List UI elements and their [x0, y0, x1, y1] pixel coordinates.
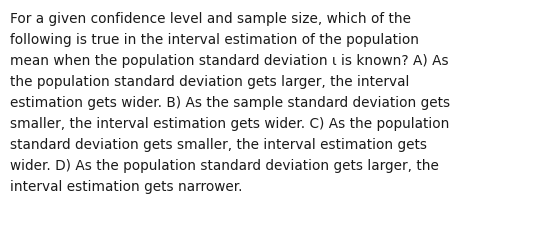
Text: following is true in the interval estimation of the population: following is true in the interval estima… [10, 33, 419, 47]
Text: interval estimation gets narrower.: interval estimation gets narrower. [10, 179, 243, 193]
Text: For a given confidence level and sample size, which of the: For a given confidence level and sample … [10, 12, 411, 26]
Text: standard deviation gets smaller, the interval estimation gets: standard deviation gets smaller, the int… [10, 137, 427, 151]
Text: the population standard deviation gets larger, the interval: the population standard deviation gets l… [10, 75, 410, 89]
Text: wider. D) As the population standard deviation gets larger, the: wider. D) As the population standard dev… [10, 158, 439, 172]
Text: smaller, the interval estimation gets wider. C) As the population: smaller, the interval estimation gets wi… [10, 117, 449, 131]
Text: mean when the population standard deviation ι is known? A) As: mean when the population standard deviat… [10, 54, 449, 68]
Text: estimation gets wider. B) As the sample standard deviation gets: estimation gets wider. B) As the sample … [10, 95, 450, 109]
